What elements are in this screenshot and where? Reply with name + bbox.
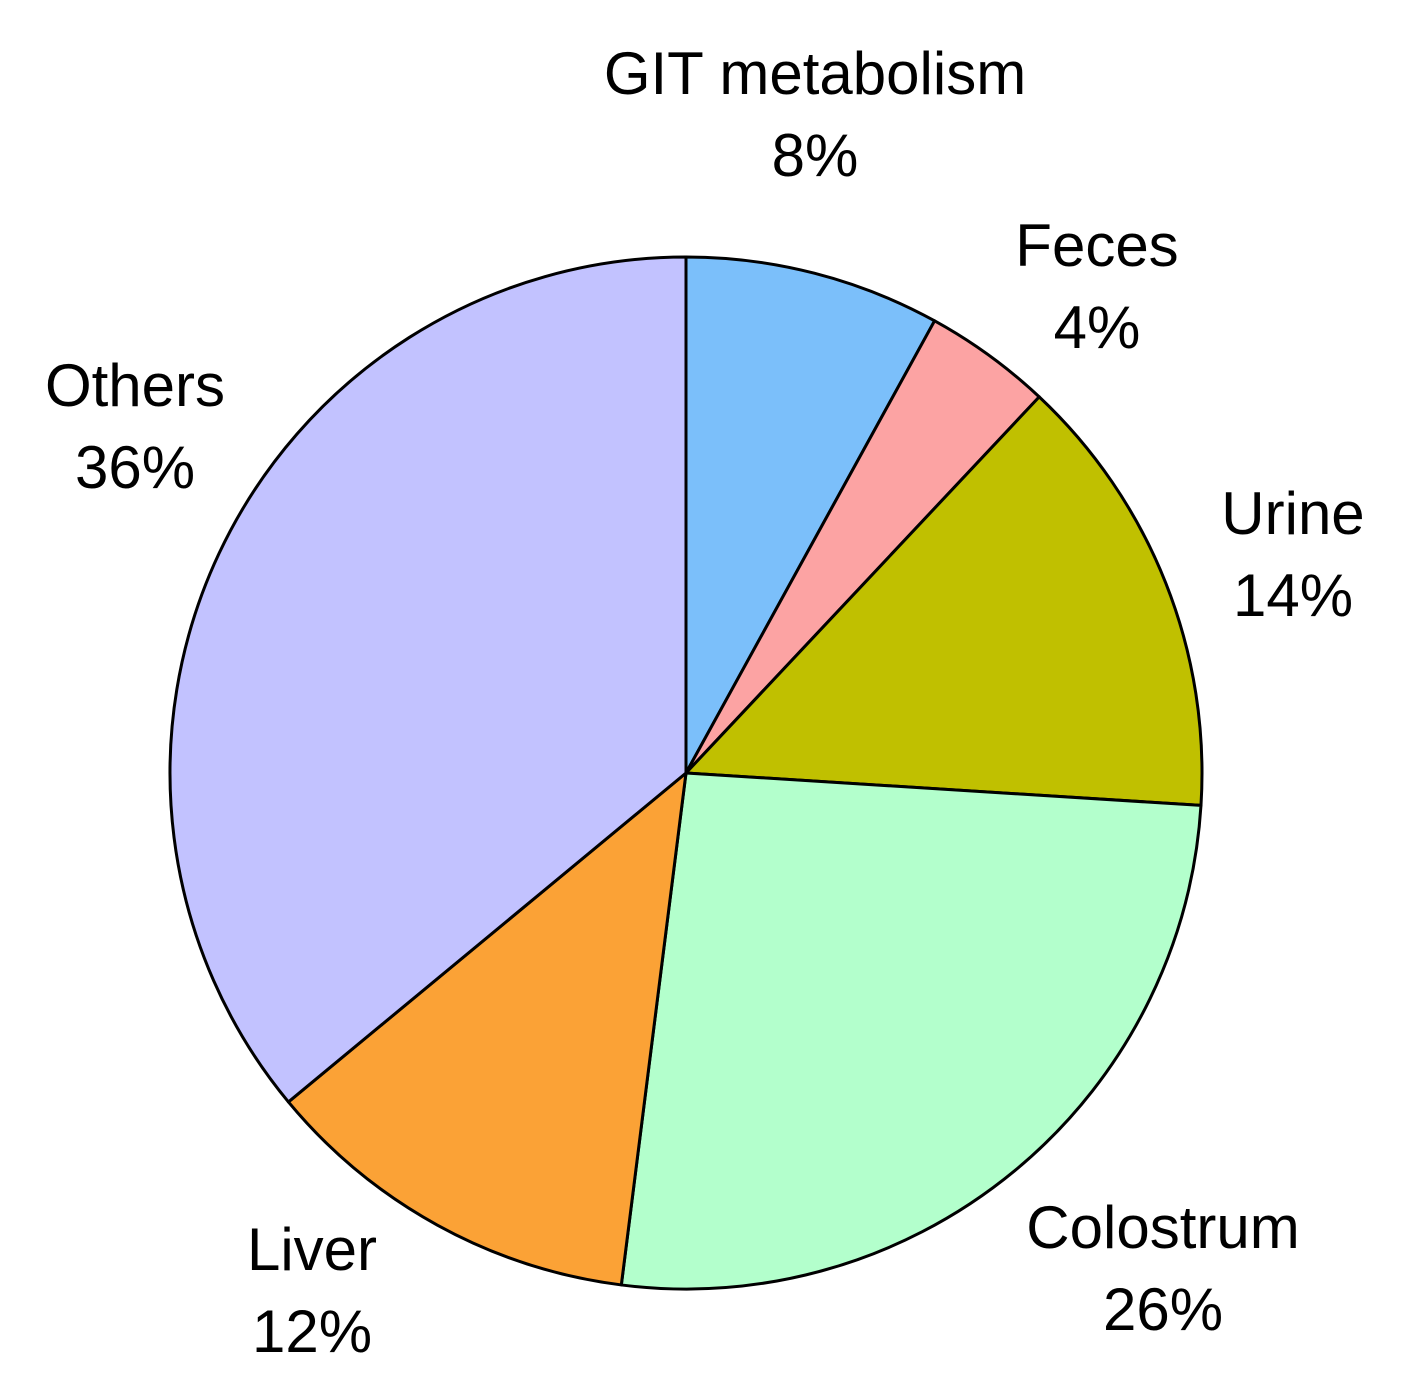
slice-value-label: 14% <box>1233 562 1353 629</box>
slice-value-label: 4% <box>1054 294 1141 361</box>
slice-value-label: 36% <box>75 434 195 501</box>
slice-value-label: 26% <box>1103 1276 1223 1343</box>
slice-label: GIT metabolism <box>604 40 1026 107</box>
slice-label: Colostrum <box>1026 1194 1299 1261</box>
slice-label: Liver <box>247 1216 377 1283</box>
slice-label: Urine <box>1221 480 1364 547</box>
pie-slice <box>168 255 688 1104</box>
pie-slice <box>684 255 937 775</box>
pie-slice <box>684 395 1204 807</box>
slice-label: Others <box>45 352 225 419</box>
slice-value-label: 12% <box>252 1298 372 1365</box>
slice-label: Feces <box>1015 212 1178 279</box>
pie-slice <box>619 771 1203 1291</box>
pie-slice <box>286 771 688 1287</box>
slice-value-label: 8% <box>772 122 859 189</box>
